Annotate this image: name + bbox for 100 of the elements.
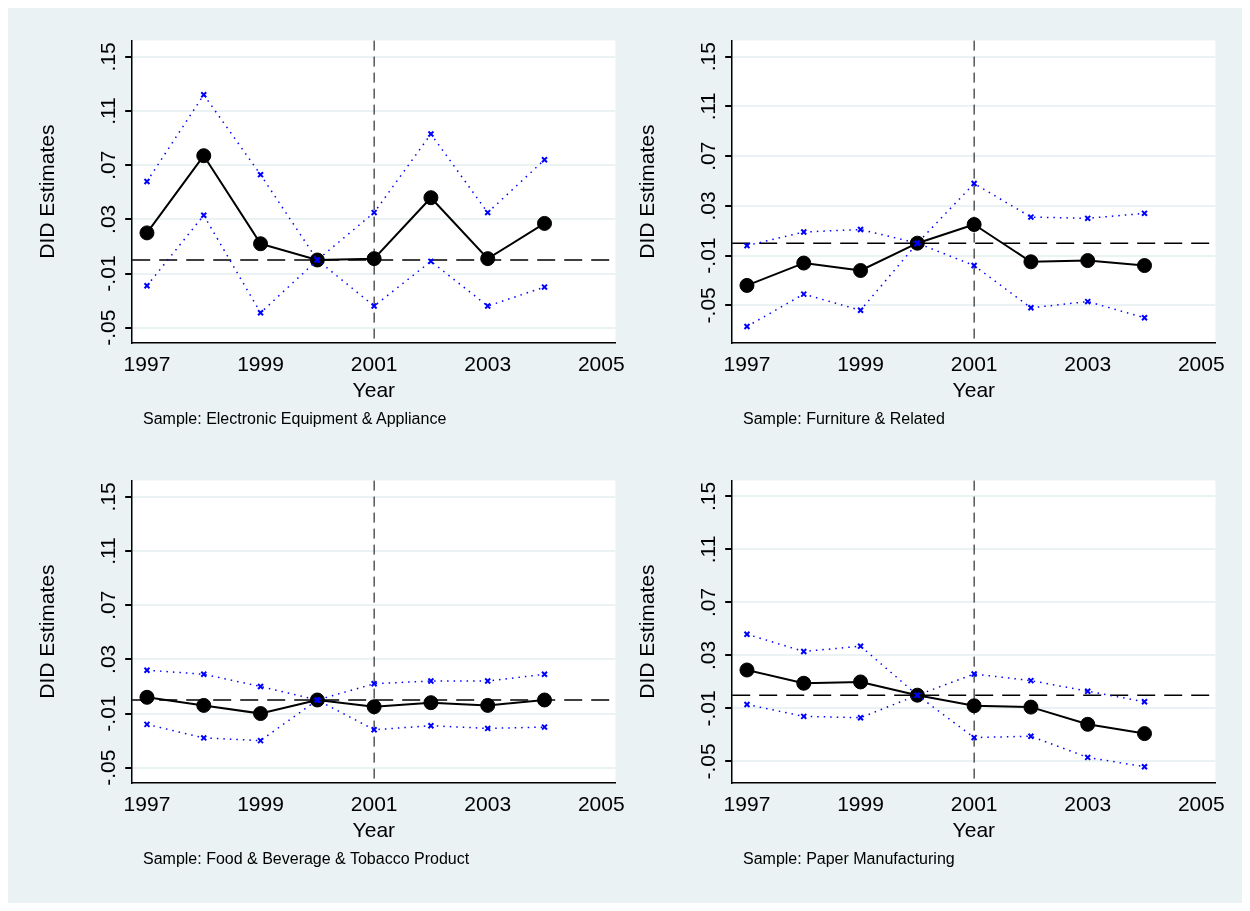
x-tick-label: 1999 — [837, 792, 884, 815]
y-tick-label: .15 — [696, 42, 720, 72]
x-tick-label: 2005 — [1177, 352, 1225, 375]
point — [370, 726, 378, 734]
point — [1080, 716, 1096, 732]
point — [853, 674, 869, 690]
point — [366, 251, 382, 267]
point — [743, 630, 751, 638]
point — [196, 697, 212, 713]
x-tick-label: 2005 — [577, 792, 625, 815]
x-tick-label: 2001 — [350, 792, 398, 815]
point — [1027, 304, 1035, 312]
point — [484, 302, 492, 310]
point — [1137, 258, 1152, 274]
point — [480, 697, 496, 713]
text: Sample: Food & Beverage & Tobacco Product — [143, 850, 470, 868]
point — [370, 302, 378, 310]
y-tick-label: -.05 — [96, 749, 120, 786]
x-axis-title: Year — [352, 378, 396, 402]
x-axis-title: Year — [952, 378, 996, 402]
y-tick-label: .15 — [96, 42, 120, 72]
x-tick-label: 2003 — [464, 352, 512, 375]
y-tick-label: -.01 — [96, 695, 120, 732]
y-axis-title: DID Estimates — [35, 124, 59, 259]
point — [143, 666, 151, 674]
y-tick-label: -.01 — [696, 237, 720, 274]
point — [739, 662, 755, 678]
point — [423, 190, 439, 206]
y-tick-label: -.01 — [696, 690, 720, 727]
point — [853, 263, 869, 279]
text: Sample: Electronic Equipment & Appliance — [143, 410, 447, 428]
point — [484, 677, 492, 685]
text: Sample: Furniture & Related — [743, 410, 945, 428]
x-tick-label: 1997 — [123, 792, 171, 815]
point — [537, 692, 552, 708]
point — [739, 277, 755, 293]
x-tick-label: 2001 — [950, 352, 998, 375]
point — [800, 228, 808, 236]
point — [1023, 254, 1039, 270]
point — [427, 677, 435, 685]
x-axis-title: Year — [952, 818, 996, 842]
point — [196, 148, 212, 164]
point — [796, 255, 812, 271]
x-axis-title: Year — [352, 818, 396, 842]
x-tick-label: 2005 — [1177, 792, 1225, 815]
point — [143, 720, 151, 728]
point — [1080, 253, 1096, 269]
x-tick-label: 2003 — [464, 792, 512, 815]
y-tick-label: .11 — [696, 92, 720, 121]
point — [800, 290, 808, 298]
x-tick-label: 1997 — [723, 792, 771, 815]
y-tick-label: .07 — [96, 150, 120, 180]
point — [139, 225, 155, 241]
x-tick-label: 1999 — [837, 352, 884, 375]
point — [966, 217, 982, 233]
point — [743, 242, 751, 250]
y-tick-label: .03 — [696, 640, 720, 671]
point — [139, 689, 155, 705]
point — [1137, 726, 1152, 742]
point — [970, 670, 978, 678]
point — [1027, 732, 1035, 740]
x-tick-label: 2001 — [950, 792, 998, 815]
point — [143, 282, 151, 290]
point — [1023, 699, 1039, 715]
x-tick-label: 2003 — [1064, 352, 1112, 375]
x-tick-label: 2003 — [1064, 792, 1112, 815]
y-tick-label: .15 — [696, 481, 720, 512]
point — [253, 706, 269, 722]
y-axis-title: DID Estimates — [635, 564, 659, 699]
x-tick-label: 1999 — [237, 792, 284, 815]
y-tick-label: -.05 — [696, 287, 720, 324]
y-tick-label: .11 — [96, 97, 120, 125]
point — [253, 236, 269, 252]
x-tick-label: 1997 — [723, 352, 771, 375]
point — [370, 680, 378, 688]
y-tick-label: .07 — [696, 141, 720, 171]
x-tick-label: 2005 — [577, 352, 625, 375]
y-tick-label: .03 — [696, 191, 720, 221]
y-tick-label: .07 — [96, 590, 120, 620]
point — [796, 675, 812, 691]
y-tick-label: .07 — [696, 587, 720, 618]
y-axis-title: DID Estimates — [635, 124, 659, 259]
point — [966, 698, 982, 714]
y-tick-label: .11 — [696, 535, 720, 564]
point — [423, 695, 439, 711]
x-tick-label: 1997 — [123, 352, 171, 375]
text: Sample: Paper Manufacturing — [743, 850, 955, 868]
point — [537, 215, 552, 231]
y-axis-title: DID Estimates — [35, 564, 59, 699]
point — [427, 722, 435, 730]
x-tick-label: 1999 — [237, 352, 284, 375]
x-tick-label: 2001 — [350, 352, 398, 375]
y-tick-label: .15 — [96, 482, 120, 512]
y-tick-label: .11 — [96, 537, 120, 565]
y-tick-label: -.05 — [696, 743, 720, 780]
y-tick-label: .03 — [96, 644, 120, 674]
point — [366, 699, 382, 715]
point — [200, 734, 208, 742]
y-tick-label: -.05 — [96, 309, 120, 346]
y-tick-label: .03 — [96, 204, 120, 234]
